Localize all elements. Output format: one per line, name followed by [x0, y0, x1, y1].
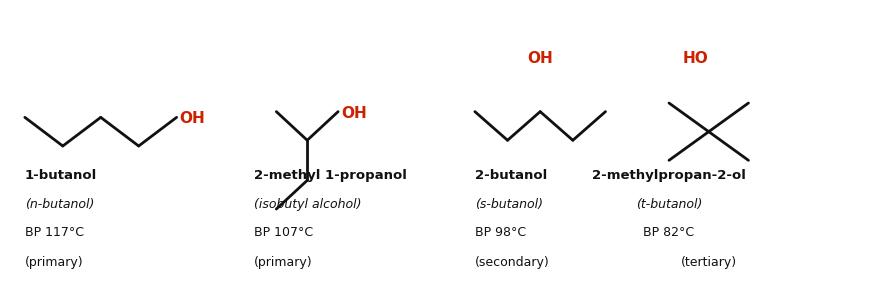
Text: (isobutyl alcohol): (isobutyl alcohol) — [254, 198, 361, 211]
Text: HO: HO — [682, 51, 708, 66]
Text: BP 82°C: BP 82°C — [644, 226, 694, 239]
Text: (s-butanol): (s-butanol) — [475, 198, 543, 211]
Text: OH: OH — [342, 106, 368, 121]
Text: (n-butanol): (n-butanol) — [25, 198, 94, 211]
Text: 2-methylpropan-2-ol: 2-methylpropan-2-ol — [592, 169, 746, 182]
Text: (primary): (primary) — [254, 256, 313, 269]
Text: OH: OH — [179, 111, 205, 126]
Text: 2-methyl 1-propanol: 2-methyl 1-propanol — [254, 169, 408, 182]
Text: 1-butanol: 1-butanol — [25, 169, 97, 182]
Text: (secondary): (secondary) — [475, 256, 550, 269]
Text: 2-butanol: 2-butanol — [475, 169, 547, 182]
Text: (primary): (primary) — [25, 256, 83, 269]
Text: BP 117°C: BP 117°C — [25, 226, 83, 239]
Text: BP 98°C: BP 98°C — [475, 226, 526, 239]
Text: (tertiary): (tertiary) — [681, 256, 737, 269]
Text: (t-butanol): (t-butanol) — [636, 198, 702, 211]
Text: OH: OH — [527, 51, 553, 66]
Text: BP 107°C: BP 107°C — [254, 226, 313, 239]
